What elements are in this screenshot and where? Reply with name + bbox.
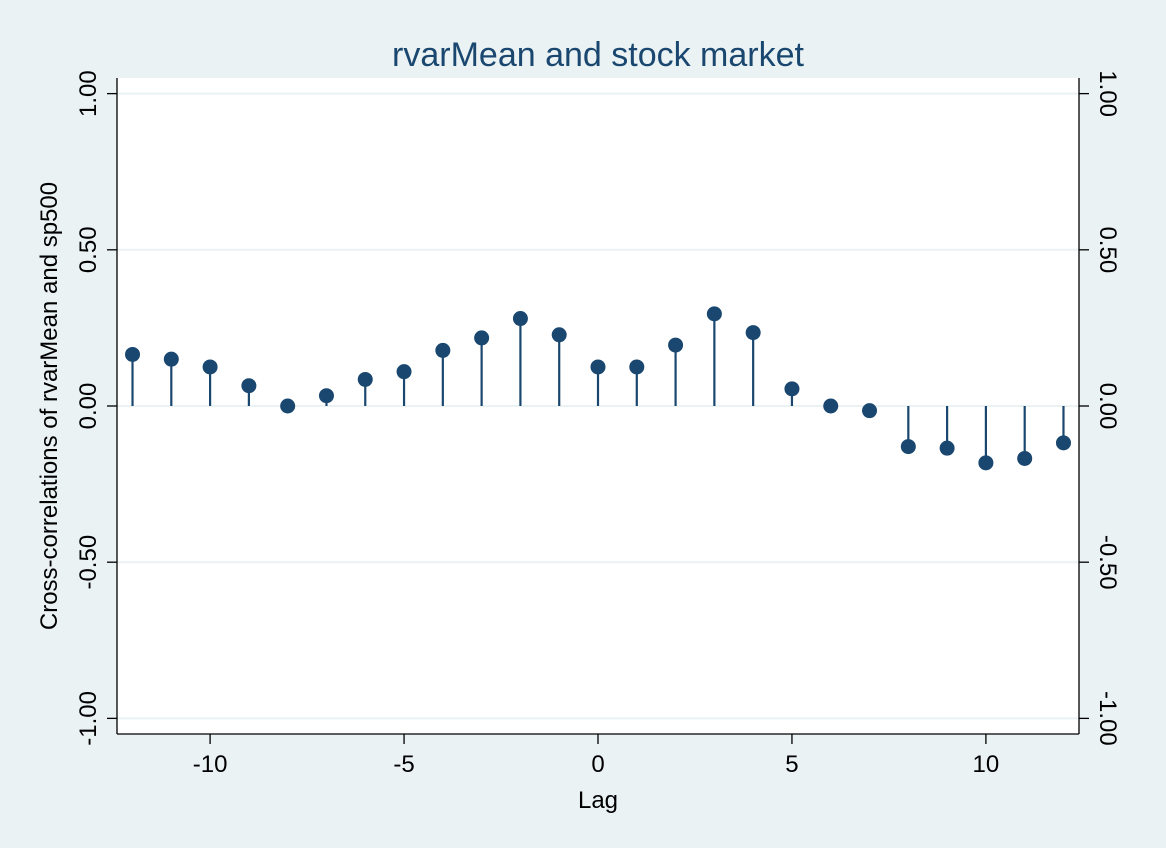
x-tick-label: -5 [393, 751, 414, 778]
y-axis-label: Cross-correlations of rvarMean and sp500 [36, 182, 63, 630]
correlation-point [163, 351, 179, 367]
y-tick-label-right: 0.50 [1094, 226, 1121, 273]
correlation-point [900, 439, 916, 455]
correlation-point [280, 398, 296, 414]
y-tick-label-right: -1.00 [1094, 691, 1121, 746]
correlation-point [590, 359, 606, 375]
x-axis-label: Lag [578, 787, 618, 814]
correlation-point [862, 403, 878, 419]
correlation-point [125, 346, 141, 362]
x-tick-label: 5 [785, 751, 798, 778]
correlation-point [202, 359, 218, 375]
correlation-point [668, 337, 684, 353]
y-tick-label-left: -1.00 [75, 691, 102, 746]
correlation-point [357, 371, 373, 387]
correlation-point [823, 398, 839, 414]
correlation-point [474, 330, 490, 346]
y-tick-label-right: 1.00 [1094, 70, 1121, 117]
correlation-point [551, 327, 567, 343]
correlation-point [629, 359, 645, 375]
correlation-point [1055, 435, 1071, 451]
y-tick-label-left: -0.50 [75, 535, 102, 590]
x-tick-label: 0 [591, 751, 604, 778]
x-tick-label: 10 [973, 751, 1000, 778]
x-tick-label: -10 [193, 751, 228, 778]
data-marks [125, 306, 1071, 471]
correlation-point [318, 388, 334, 404]
correlation-point [435, 342, 451, 358]
y-tick-label-right: -0.50 [1094, 535, 1121, 590]
axes: -1.00 -1.00 -0.50 -0.50 0.00 0.00 0.50 0.50 1.00… [75, 70, 1121, 778]
correlation-point [784, 381, 800, 397]
chart-title: rvarMean and stock market [392, 36, 804, 74]
y-tick-label-right: 0.00 [1094, 383, 1121, 430]
correlation-point [939, 440, 955, 456]
correlation-point [512, 311, 528, 327]
correlation-point [396, 364, 412, 380]
correlation-point [1017, 450, 1033, 466]
y-tick-label-left: 0.50 [75, 226, 102, 273]
correlation-point [241, 378, 257, 394]
correlation-point [745, 325, 761, 341]
y-tick-label-left: 0.00 [75, 383, 102, 430]
correlation-point [706, 306, 722, 322]
correlation-point [978, 455, 994, 471]
y-tick-label-left: 1.00 [75, 70, 102, 117]
